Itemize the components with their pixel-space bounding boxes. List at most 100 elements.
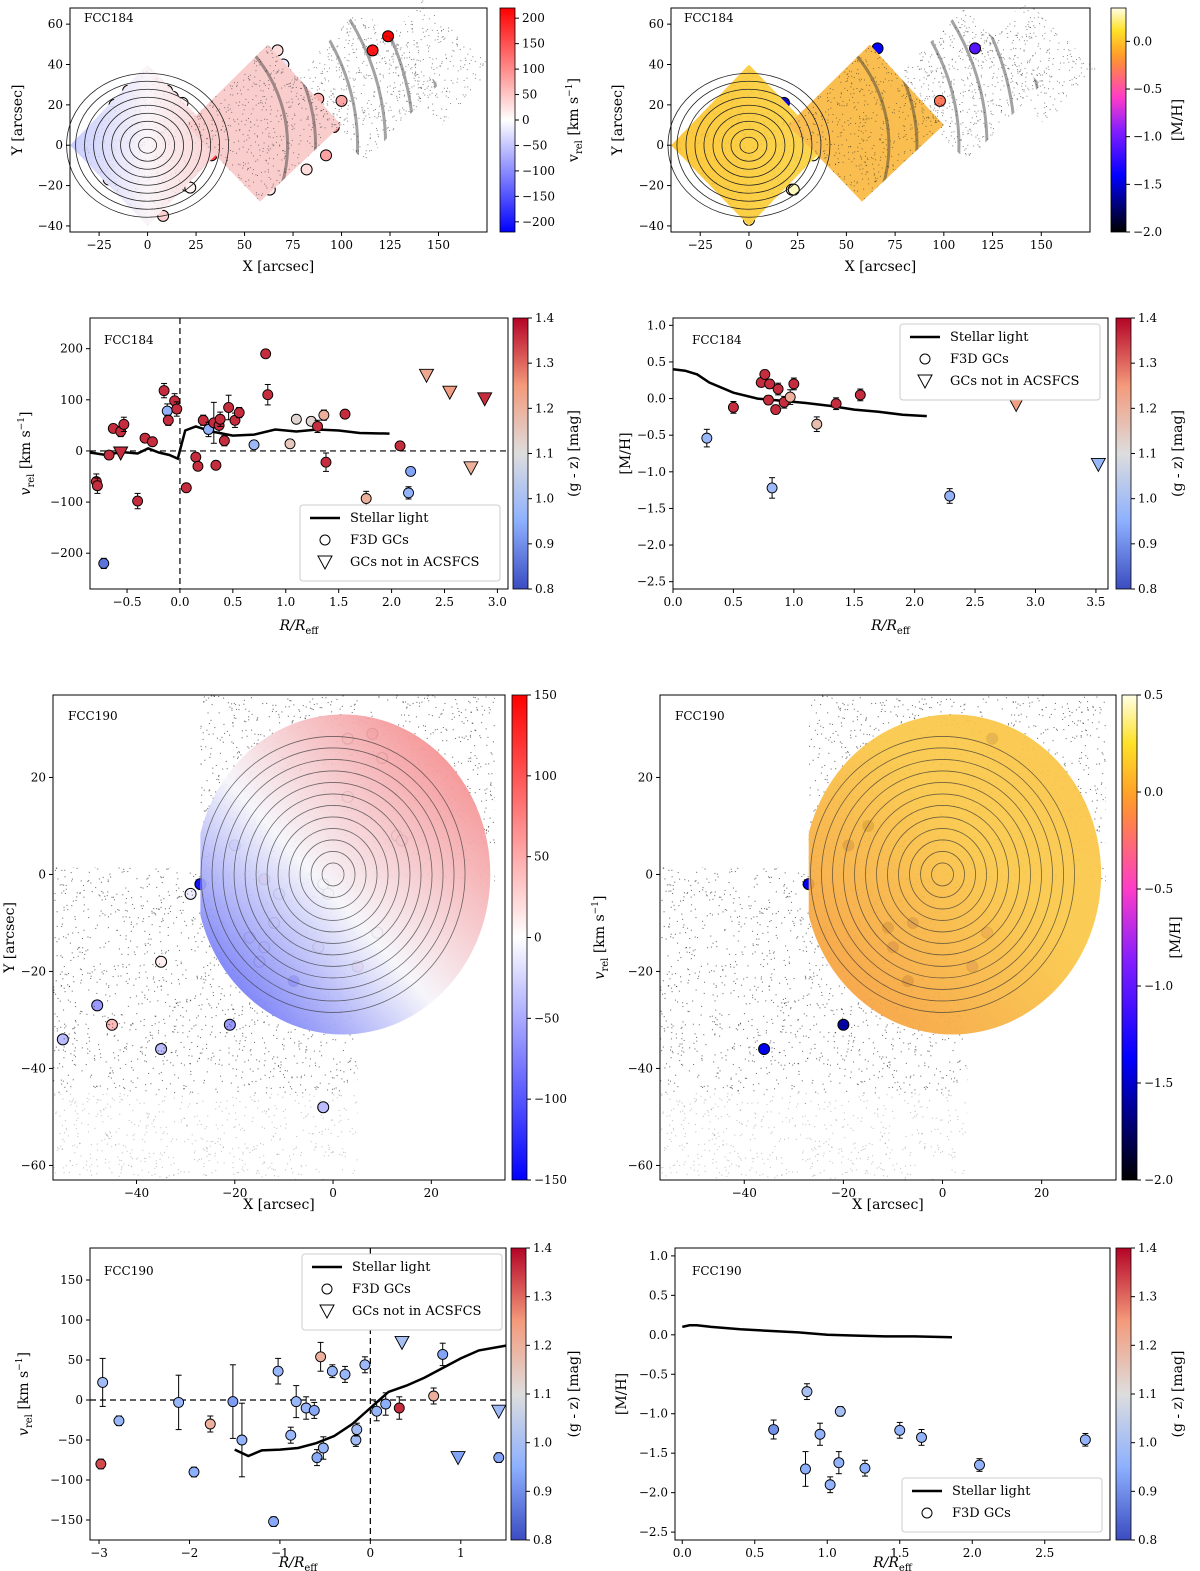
stipple-dot: [311, 63, 313, 65]
stipple-dot: [726, 110, 728, 112]
stipple-dot: [874, 181, 876, 183]
stipple-dot: [418, 80, 420, 82]
stipple-dot: [339, 122, 341, 124]
plot-frame: [69, 7, 488, 233]
stipple-dot: [853, 92, 855, 94]
stipple-dot: [109, 155, 110, 157]
stipple-dot: [259, 64, 261, 66]
stipple-dot: [870, 93, 872, 95]
stipple-dot: [161, 131, 163, 133]
stipple-dot: [231, 88, 233, 90]
stipple-dot: [765, 170, 767, 172]
stipple-dot: [202, 70, 204, 72]
stipple-dot: [808, 200, 810, 202]
stipple-dot: [183, 74, 185, 76]
stipple-dot: [671, 132, 673, 134]
stipple-dot: [365, 39, 367, 41]
stipple-dot: [291, 164, 293, 166]
stipple-dot: [146, 70, 148, 72]
stipple-dot: [208, 66, 210, 68]
stipple-dot: [90, 144, 92, 146]
stipple-dot: [194, 141, 196, 143]
stipple-dot: [265, 185, 267, 187]
stipple-dot: [109, 182, 111, 184]
stipple-dot: [244, 105, 246, 106]
stipple-dot: [206, 146, 208, 148]
stipple-dot: [209, 196, 210, 198]
stipple-dot: [387, 27, 388, 29]
stipple-dot: [334, 9, 336, 11]
stipple-dot: [87, 205, 89, 207]
stipple-dot: [290, 144, 292, 146]
stipple-dot: [197, 140, 199, 142]
stipple-dot: [821, 69, 823, 71]
stipple-dot: [908, 74, 910, 76]
stipple-dot: [405, 1, 407, 3]
stipple-dot: [916, 98, 918, 100]
stipple-dot: [133, 140, 135, 142]
stipple-dot: [176, 67, 178, 69]
stipple-dot: [938, 138, 940, 140]
stipple-dot: [462, 66, 464, 68]
stipple-dot: [709, 216, 711, 218]
stipple-dot: [145, 103, 147, 105]
stipple-dot: [461, 35, 463, 37]
stipple-dot: [415, 110, 417, 112]
stipple-dot: [324, 77, 326, 79]
stipple-dot: [295, 95, 297, 97]
stipple-dot: [139, 185, 141, 186]
stipple-dot: [134, 99, 136, 101]
stipple-dot: [267, 80, 269, 82]
stipple-dot: [891, 147, 893, 148]
stipple-dot: [925, 48, 927, 49]
stipple-dot: [401, 57, 403, 59]
stipple-dot: [340, 53, 342, 55]
stipple-dot: [689, 103, 691, 105]
stipple-dot: [352, 149, 354, 151]
stipple-dot: [864, 100, 866, 102]
stipple-dot: [409, 91, 411, 93]
stipple-dot: [147, 139, 149, 141]
stipple-dot: [202, 97, 204, 99]
stipple-dot: [201, 72, 203, 74]
stipple-dot: [915, 121, 917, 123]
stipple-dot: [248, 179, 250, 181]
stipple-dot: [152, 65, 154, 67]
stipple-dot: [725, 185, 727, 187]
stipple-dot: [215, 181, 217, 183]
stipple-dot: [114, 197, 116, 199]
stipple-dot: [487, 29, 489, 31]
stipple-dot: [216, 176, 218, 178]
stipple-dot: [266, 52, 268, 54]
stipple-dot: [713, 127, 715, 129]
stipple-dot: [244, 73, 246, 75]
stipple-dot: [838, 103, 840, 105]
stipple-dot: [415, 117, 417, 119]
stipple-dot: [270, 47, 272, 49]
stipple-dot: [337, 84, 339, 86]
stipple-dot: [935, 116, 937, 117]
stipple-dot: [739, 86, 741, 88]
stipple-dot: [814, 96, 816, 98]
stipple-dot: [802, 180, 804, 182]
stipple-dot: [445, 116, 447, 118]
stipple-dot: [710, 106, 711, 108]
stipple-dot: [188, 112, 190, 114]
stipple-dot: [209, 63, 211, 65]
stipple-dot: [197, 217, 199, 218]
stipple-dot: [407, 64, 409, 66]
stipple-dot: [222, 195, 224, 197]
stipple-dot: [711, 183, 713, 185]
stipple-dot: [109, 144, 111, 146]
stipple-dot: [745, 84, 747, 86]
stipple-dot: [323, 89, 325, 91]
stipple-dot: [685, 105, 687, 107]
stipple-dot: [203, 123, 205, 125]
stipple-dot: [941, 122, 943, 123]
stipple-dot: [675, 99, 676, 101]
stipple-dot: [142, 121, 144, 123]
stipple-dot: [748, 97, 749, 99]
stipple-dot: [247, 168, 249, 170]
stipple-dot: [105, 189, 107, 191]
stipple-dot: [415, 106, 417, 108]
